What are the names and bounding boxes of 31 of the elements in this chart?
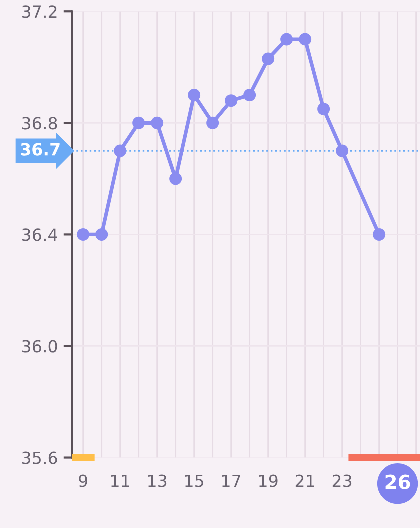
point (373, 228, 386, 241)
x-tick-label: 21 (296, 474, 314, 488)
point (280, 33, 294, 46)
x-tick-label: 15 (186, 474, 204, 488)
x-tick-label: 23 (332, 474, 352, 488)
y-tick-label: 36.8 (22, 117, 58, 130)
x-tick-label: 17 (222, 474, 240, 488)
y-tick-label: 35.6 (22, 452, 58, 464)
point (206, 116, 220, 130)
x-tick-label: 9 (79, 474, 88, 488)
y-tick-label: 36.0 (22, 340, 58, 353)
x-tick-label: 19 (260, 474, 278, 488)
y-tick-label: 36.4 (22, 228, 58, 242)
point (262, 52, 275, 66)
x-tick-label: 11 (112, 474, 130, 488)
point (132, 116, 146, 130)
point (170, 172, 182, 186)
point (299, 33, 312, 46)
x-tick-label: 26 (386, 474, 410, 490)
point (151, 116, 164, 130)
point (244, 89, 256, 102)
point (188, 89, 201, 102)
point (114, 144, 127, 158)
point (318, 102, 330, 116)
point (77, 228, 90, 241)
point (96, 228, 108, 241)
ref-line-label: 36.7 (21, 143, 60, 156)
point (225, 94, 238, 108)
point (336, 144, 349, 158)
y-tick-label: 37.2 (22, 6, 57, 18)
x-tick-label: 13 (148, 474, 167, 488)
